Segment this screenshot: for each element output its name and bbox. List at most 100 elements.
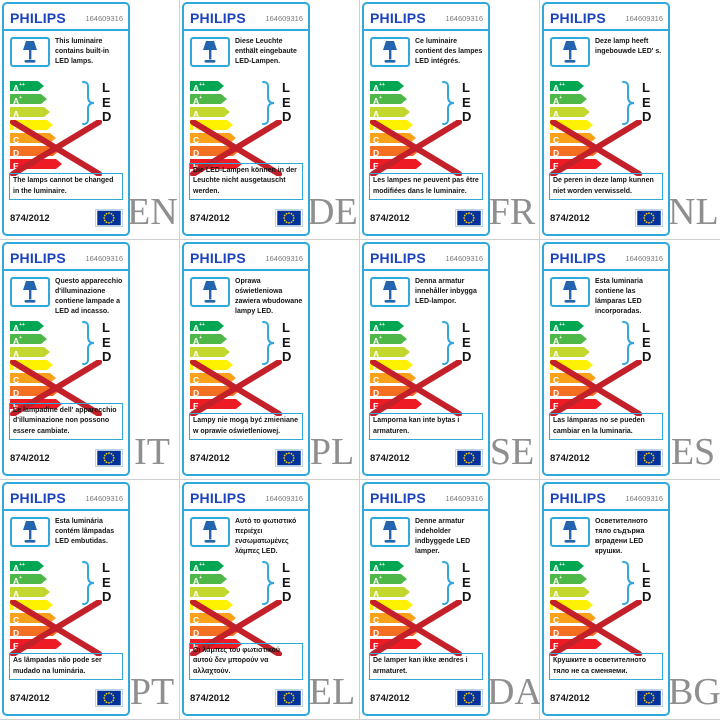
philips-logo: PHILIPS <box>10 10 66 26</box>
lamps-not-changeable-note: Die LED-Lampen können in der Leuchte nic… <box>189 162 303 200</box>
led-letter: E <box>462 334 471 350</box>
regulation-number: 874/2012 <box>550 692 590 704</box>
led-letter: E <box>462 574 471 590</box>
energy-class-a: A <box>190 587 230 597</box>
label-cell: PHILIPS 164609316 Αυτό το φωτιστικό περι… <box>180 480 360 720</box>
eu-flag-icon <box>95 689 123 707</box>
language-code: BG <box>668 671 720 713</box>
energy-class-d: D <box>190 146 239 156</box>
label-header: PHILIPS 164609316 <box>544 4 668 31</box>
energy-class-a: A <box>190 107 230 117</box>
label-footer: 874/2012 <box>190 447 303 469</box>
led-letter: D <box>282 589 292 604</box>
regulation-number: 874/2012 <box>370 692 410 704</box>
energy-class-b: B <box>190 600 233 610</box>
energy-class-a-plus: A+ <box>10 334 47 344</box>
luminaire-description: Esta luminária contém lâmpadas LED embut… <box>55 518 115 546</box>
energy-class-e: E <box>370 639 422 649</box>
energy-class-a-plus: A+ <box>370 334 407 344</box>
eu-flag-icon <box>275 449 303 467</box>
energy-class-a-plus-plus: A++ <box>190 321 224 331</box>
led-letter: D <box>642 589 652 604</box>
led-letter: D <box>642 109 652 124</box>
eu-flag-icon <box>635 689 663 707</box>
energy-class-a-plus-plus: A++ <box>370 561 404 571</box>
label-cell: PHILIPS 164609316 Ce luminaire contient … <box>360 0 540 240</box>
table-lamp-icon <box>23 41 37 63</box>
label-cell: PHILIPS 164609316 This luminaire contain… <box>0 0 180 240</box>
energy-class-a-plus: A+ <box>370 94 407 104</box>
led-letter: D <box>102 349 112 364</box>
energy-class-e: E <box>370 159 422 169</box>
table-lamp-icon <box>23 281 37 303</box>
lamp-icon-box <box>10 37 50 67</box>
regulation-number: 874/2012 <box>550 212 590 224</box>
label-cell: PHILIPS 164609316 Осветителното тяло съд… <box>540 480 720 720</box>
brace-glyph <box>620 320 636 371</box>
regulation-number: 874/2012 <box>10 692 50 704</box>
brace-glyph <box>440 320 456 371</box>
luminaire-description: Denne armatur indeholder indbyggede LED … <box>415 518 471 556</box>
energy-class-a: A <box>10 107 50 117</box>
luminaire-description: Questo apparecchio d'illuminazione conti… <box>55 278 123 316</box>
label-footer: 874/2012 <box>10 207 123 229</box>
energy-class-a-plus: A+ <box>190 574 227 584</box>
lamp-icon-box <box>550 37 590 67</box>
language-code: DA <box>487 671 542 713</box>
lamp-icon-box <box>190 37 230 67</box>
brace-glyph <box>620 80 636 131</box>
lamp-icon-box <box>370 277 410 307</box>
energy-class-c: C <box>370 613 416 623</box>
language-code: EL <box>308 671 356 713</box>
table-lamp-icon <box>203 41 217 63</box>
energy-class-d: D <box>370 386 419 396</box>
eu-flag-icon <box>455 449 483 467</box>
energy-class-c: C <box>550 373 596 383</box>
led-letter: E <box>462 94 471 110</box>
luminaire-description: Denna armatur innehåller inbygga LED-lam… <box>415 278 477 306</box>
energy-class-e: E <box>550 159 602 169</box>
led-letter: E <box>282 574 291 590</box>
luminaire-description: Esta luminaria contiene las lámparas LED… <box>595 278 643 316</box>
intro-row: Questo apparecchio d'illuminazione conti… <box>4 271 128 315</box>
energy-class-a-plus-plus: A++ <box>190 561 224 571</box>
language-code: FR <box>488 191 536 233</box>
energy-class-b: B <box>550 120 593 130</box>
table-lamp-icon <box>383 281 397 303</box>
lamp-icon-box <box>10 277 50 307</box>
label-cell: PHILIPS 164609316 Diese Leuchte enthält … <box>180 0 360 240</box>
philips-logo: PHILIPS <box>370 10 426 26</box>
label-header: PHILIPS 164609316 <box>184 244 308 271</box>
led-letter: D <box>102 589 112 604</box>
energy-class-d: D <box>10 386 59 396</box>
energy-class-a-plus-plus: A++ <box>10 81 44 91</box>
energy-class-d: D <box>10 146 59 156</box>
led-letter: L <box>282 560 290 575</box>
label-header: PHILIPS 164609316 <box>364 4 488 31</box>
eu-flag-icon <box>275 209 303 227</box>
intro-row: This luminaire contains built-in LED lam… <box>4 31 128 75</box>
energy-class-a: A <box>370 587 410 597</box>
lamp-icon-box <box>370 517 410 547</box>
lamp-icon-box <box>190 517 230 547</box>
table-lamp-icon <box>383 521 397 543</box>
regulation-number: 874/2012 <box>10 212 50 224</box>
eu-flag-icon <box>95 209 123 227</box>
energy-class-b: B <box>370 360 413 370</box>
led-letter: D <box>282 349 292 364</box>
label-header: PHILIPS 164609316 <box>4 244 128 271</box>
label-cell: PHILIPS 164609316 Esta luminaria contien… <box>540 240 720 480</box>
led-letter: L <box>282 80 290 95</box>
label-footer: 874/2012 <box>10 687 123 709</box>
luminaire-description: Осветителното тяло съдържа вградени LED … <box>595 518 648 556</box>
energy-class-b: B <box>10 120 53 130</box>
lamps-not-changeable-note: As lâmpadas não pode ser mudado na lumin… <box>9 653 123 680</box>
table-lamp-icon <box>563 41 577 63</box>
brace-glyph <box>80 560 96 611</box>
product-number: 164609316 <box>625 493 663 503</box>
luminaire-description: Diese Leuchte enthält eingebaute LED-Lam… <box>235 38 297 66</box>
